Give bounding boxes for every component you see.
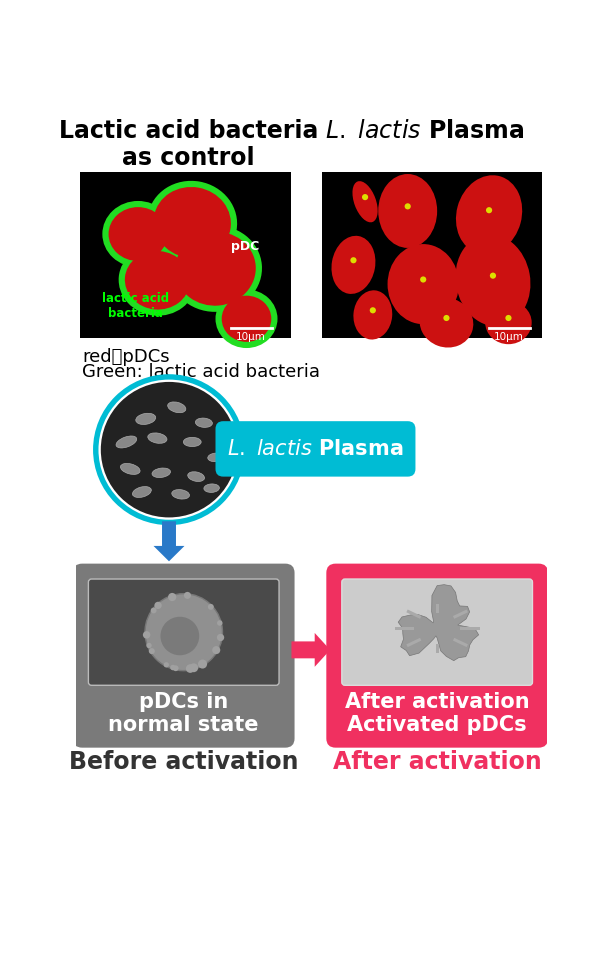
Text: $\it{L.~lactis}$ Plasma: $\it{L.~lactis}$ Plasma: [227, 439, 404, 459]
Ellipse shape: [455, 234, 530, 326]
Ellipse shape: [109, 207, 167, 261]
FancyArrow shape: [406, 610, 421, 619]
Circle shape: [443, 315, 449, 321]
Ellipse shape: [387, 244, 459, 324]
Ellipse shape: [378, 174, 437, 248]
Circle shape: [154, 601, 162, 609]
Text: After activation
Activated pDCs: After activation Activated pDCs: [345, 692, 530, 735]
Circle shape: [101, 381, 237, 517]
Text: 10μm: 10μm: [494, 332, 524, 342]
Circle shape: [217, 620, 223, 626]
Ellipse shape: [169, 226, 262, 312]
Text: Green: lactic acid bacteria: Green: lactic acid bacteria: [82, 363, 320, 381]
Ellipse shape: [116, 436, 137, 448]
Polygon shape: [398, 585, 478, 661]
FancyBboxPatch shape: [215, 422, 415, 477]
FancyArrow shape: [291, 633, 330, 667]
Ellipse shape: [188, 471, 204, 482]
Ellipse shape: [204, 484, 219, 492]
Circle shape: [370, 307, 376, 314]
Circle shape: [186, 664, 195, 673]
Ellipse shape: [222, 295, 271, 342]
Ellipse shape: [102, 201, 174, 267]
Ellipse shape: [195, 418, 212, 427]
Text: Before activation: Before activation: [69, 750, 299, 774]
Ellipse shape: [215, 290, 277, 348]
Circle shape: [161, 617, 199, 655]
Text: After activation: After activation: [333, 750, 542, 774]
Circle shape: [420, 276, 426, 283]
FancyArrow shape: [153, 521, 184, 561]
Ellipse shape: [184, 437, 201, 446]
Ellipse shape: [208, 453, 223, 462]
Circle shape: [98, 380, 240, 520]
Ellipse shape: [456, 175, 522, 254]
Circle shape: [145, 594, 223, 671]
Ellipse shape: [172, 489, 190, 499]
Ellipse shape: [353, 291, 392, 339]
Circle shape: [217, 634, 224, 641]
Ellipse shape: [120, 464, 140, 474]
Circle shape: [151, 607, 157, 614]
Circle shape: [198, 660, 207, 668]
Text: pDCs in
normal state: pDCs in normal state: [108, 692, 259, 735]
Circle shape: [404, 204, 411, 209]
Circle shape: [143, 631, 150, 639]
Ellipse shape: [147, 181, 237, 264]
FancyArrow shape: [460, 627, 480, 630]
Circle shape: [173, 665, 179, 671]
FancyArrow shape: [435, 643, 439, 653]
FancyBboxPatch shape: [88, 579, 279, 685]
Ellipse shape: [485, 301, 532, 344]
Ellipse shape: [125, 251, 190, 310]
Ellipse shape: [420, 297, 473, 348]
Ellipse shape: [168, 402, 186, 413]
Circle shape: [218, 635, 223, 641]
Circle shape: [149, 648, 155, 654]
Ellipse shape: [136, 413, 156, 424]
Text: 10μm: 10μm: [237, 332, 266, 342]
Circle shape: [164, 663, 169, 667]
Circle shape: [362, 194, 368, 200]
Ellipse shape: [353, 181, 378, 223]
FancyArrow shape: [435, 603, 439, 613]
Text: red：pDCs: red：pDCs: [82, 348, 170, 366]
Text: pDC: pDC: [231, 240, 259, 253]
Circle shape: [147, 642, 152, 648]
FancyArrow shape: [453, 610, 468, 619]
FancyArrow shape: [406, 638, 421, 647]
Ellipse shape: [152, 468, 170, 478]
Circle shape: [168, 593, 176, 601]
Circle shape: [212, 646, 220, 654]
Text: lactic acid
bacteria: lactic acid bacteria: [102, 292, 169, 320]
Ellipse shape: [133, 487, 151, 497]
FancyBboxPatch shape: [326, 564, 548, 748]
Bar: [80, 172, 291, 338]
Ellipse shape: [119, 245, 196, 315]
FancyArrow shape: [453, 638, 468, 647]
Circle shape: [170, 664, 176, 670]
FancyBboxPatch shape: [73, 564, 294, 748]
Circle shape: [486, 207, 492, 213]
Text: Lactic acid bacteria
as control: Lactic acid bacteria as control: [59, 119, 318, 170]
Ellipse shape: [331, 236, 375, 293]
Bar: [322, 172, 542, 338]
Ellipse shape: [154, 187, 231, 258]
Ellipse shape: [175, 231, 256, 306]
Circle shape: [505, 315, 511, 321]
FancyBboxPatch shape: [342, 579, 533, 685]
Circle shape: [208, 604, 214, 610]
Ellipse shape: [148, 433, 167, 444]
Circle shape: [184, 592, 191, 598]
Circle shape: [93, 374, 245, 525]
Circle shape: [189, 663, 198, 672]
FancyArrow shape: [395, 627, 414, 630]
Circle shape: [350, 257, 356, 263]
Circle shape: [490, 272, 496, 279]
Text: $\it{L.~lactis}$ Plasma: $\it{L.~lactis}$ Plasma: [325, 119, 525, 142]
